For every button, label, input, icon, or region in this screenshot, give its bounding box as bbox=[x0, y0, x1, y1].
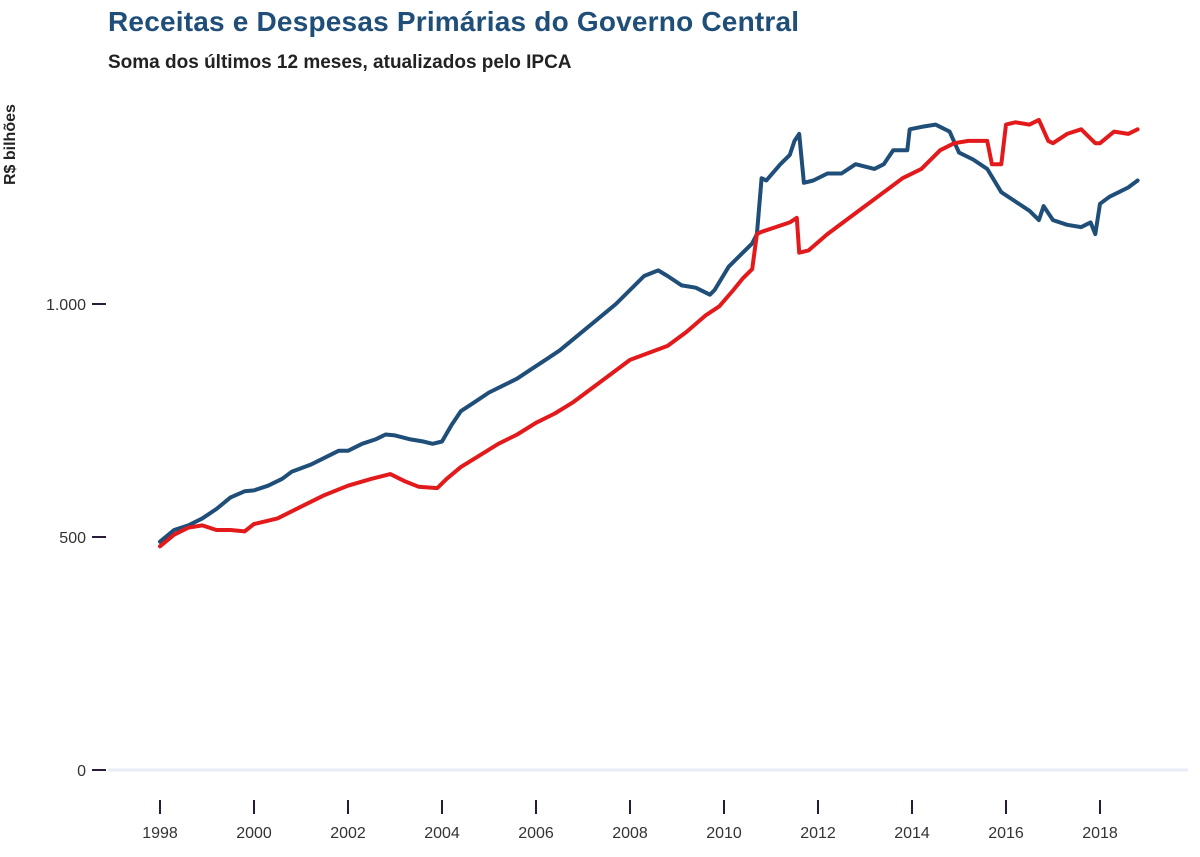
x-tick-label: 1998 bbox=[142, 825, 178, 842]
x-tick-label: 2016 bbox=[988, 825, 1024, 842]
y-tick-label: 0 bbox=[77, 763, 86, 780]
chart-title: Receitas e Despesas Primárias do Governo… bbox=[108, 6, 800, 37]
series-line-despesas bbox=[158, 117, 1140, 549]
x-tick-label: 2012 bbox=[800, 825, 836, 842]
x-tick-label: 2008 bbox=[612, 825, 648, 842]
series-line-receitas bbox=[158, 122, 1140, 544]
y-axis-ticks: 0 500 1.000 bbox=[46, 297, 106, 780]
x-tick-label: 2018 bbox=[1082, 825, 1118, 842]
x-tick-label: 2006 bbox=[518, 825, 554, 842]
x-tick-label: 2000 bbox=[236, 825, 272, 842]
x-tick-label: 2004 bbox=[424, 825, 460, 842]
x-axis-ticks: 1998 2000 2002 2004 2006 2008 2010 2012 2014 2016… bbox=[142, 800, 1118, 842]
chart-subtitle: Soma dos últimos 12 meses, atualizados p… bbox=[108, 52, 572, 73]
y-tick-label: 1.000 bbox=[46, 297, 86, 314]
y-tick-label: 500 bbox=[59, 530, 86, 547]
x-tick-label: 2002 bbox=[330, 825, 366, 842]
series-layer bbox=[158, 117, 1140, 549]
x-tick-label: 2014 bbox=[894, 825, 930, 842]
x-tick-label: 2010 bbox=[706, 825, 742, 842]
